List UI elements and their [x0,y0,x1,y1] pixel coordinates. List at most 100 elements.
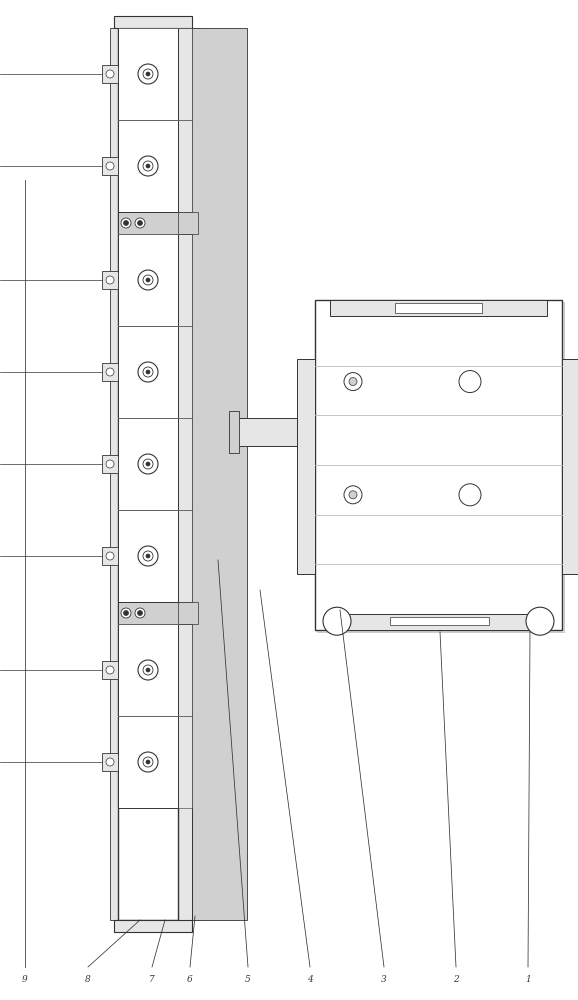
Circle shape [143,757,153,767]
Bar [118,28,178,120]
Circle shape [106,162,114,170]
Bar [114,16,192,28]
Bar [118,602,192,624]
Circle shape [146,668,150,672]
Bar [118,120,178,212]
Circle shape [459,484,481,506]
Circle shape [344,373,362,391]
Bar [102,65,118,83]
Circle shape [143,275,153,285]
Circle shape [121,608,131,618]
Circle shape [138,660,158,680]
Circle shape [146,462,150,466]
Text: 8: 8 [85,975,91,984]
Circle shape [146,370,150,374]
Circle shape [349,491,357,499]
Polygon shape [192,28,247,920]
Bar [102,271,118,289]
Text: 7: 7 [149,975,155,984]
Circle shape [146,554,150,558]
Bar [297,359,315,574]
Bar [118,28,178,920]
Circle shape [106,70,114,78]
Circle shape [146,760,150,764]
Circle shape [138,270,158,290]
Circle shape [526,607,554,635]
Bar [237,418,297,446]
Circle shape [138,64,158,84]
Circle shape [143,69,153,79]
Circle shape [138,752,158,772]
Bar [178,28,192,120]
Circle shape [349,378,357,386]
Bar [330,614,547,630]
Text: 4: 4 [307,975,313,984]
Bar [118,510,178,602]
Text: 5: 5 [245,975,251,984]
Bar [118,212,192,234]
Bar [178,602,198,624]
Bar [178,234,192,326]
Bar [330,300,547,316]
Circle shape [138,610,143,615]
Circle shape [143,551,153,561]
Circle shape [135,218,145,228]
Circle shape [106,758,114,766]
Bar [395,303,482,313]
Circle shape [121,218,131,228]
Bar [562,359,578,574]
Bar [178,28,192,920]
Bar [114,920,192,932]
Text: 6: 6 [187,975,193,984]
Bar [118,716,178,808]
Bar [178,624,192,716]
Circle shape [138,156,158,176]
Circle shape [124,221,128,226]
Circle shape [138,454,158,474]
Circle shape [344,486,362,504]
Circle shape [146,278,150,282]
Text: 3: 3 [381,975,387,984]
Bar [178,510,192,602]
Bar [390,617,489,625]
Bar [102,547,118,565]
Bar [315,300,562,630]
Circle shape [135,608,145,618]
Bar [102,455,118,473]
Circle shape [143,665,153,675]
Bar [118,624,178,716]
Bar [118,234,178,326]
Bar [317,302,564,632]
Circle shape [143,161,153,171]
Circle shape [138,362,158,382]
Circle shape [106,368,114,376]
Circle shape [124,610,128,615]
Bar [102,363,118,381]
Circle shape [106,666,114,674]
Circle shape [323,607,351,635]
Bar [118,418,178,510]
Text: 2: 2 [453,975,459,984]
Circle shape [106,276,114,284]
Bar [229,411,239,453]
Bar [118,326,178,418]
Bar [102,661,118,679]
Bar [178,212,198,234]
Circle shape [138,221,143,226]
Circle shape [106,552,114,560]
Circle shape [146,164,150,168]
Circle shape [146,72,150,76]
Circle shape [106,460,114,468]
Bar [178,418,192,510]
Bar [102,157,118,175]
Bar [178,716,192,808]
Bar [178,326,192,418]
Circle shape [143,367,153,377]
Circle shape [138,546,158,566]
Bar [102,753,118,771]
Bar [178,120,192,212]
Bar [110,28,200,920]
Circle shape [459,371,481,393]
Text: 1: 1 [525,975,531,984]
Text: 9: 9 [22,975,28,984]
